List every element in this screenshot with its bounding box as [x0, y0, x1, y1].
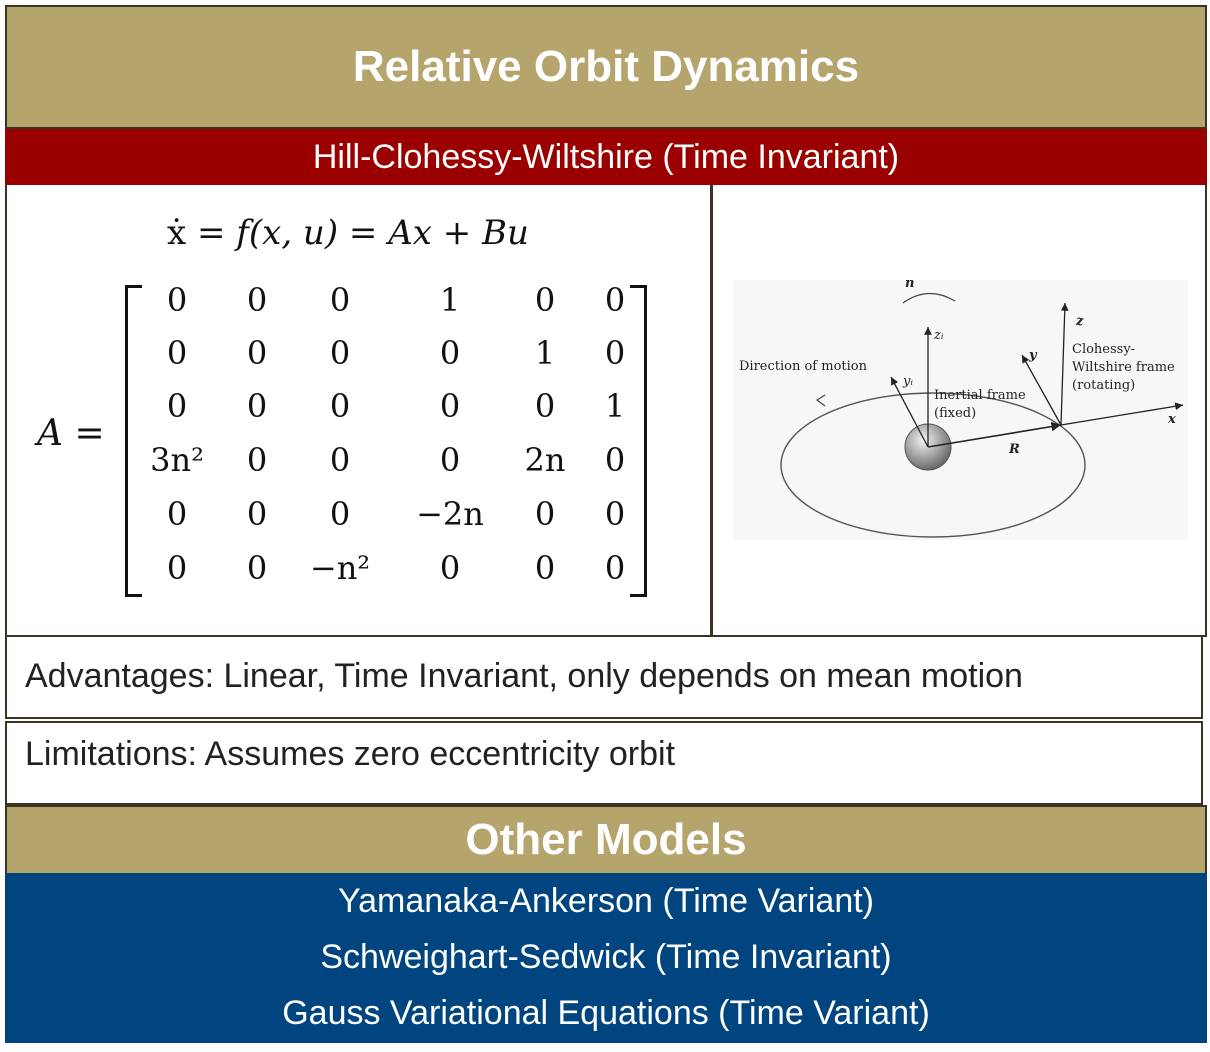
matrix-entry: 0: [604, 281, 626, 319]
matrix-entry: 1: [604, 387, 626, 425]
matrix-entry: 0: [439, 334, 461, 372]
matrix-entry: 0: [246, 495, 268, 533]
matrix-entry: 0: [246, 334, 268, 372]
matrix-entry: 3n²: [150, 441, 204, 479]
z-axis: [1060, 302, 1069, 426]
rotation-arc-icon: [902, 292, 956, 304]
equation-cell: ẋ = f(x, u) = Ax + Bu A = 0 0 0 1 0 0 0 0 0 0 1 0 0 0…: [7, 185, 713, 635]
label-cw-3: (rotating): [1072, 378, 1135, 393]
r-vector: [927, 421, 1062, 448]
matrix-entry: 0: [439, 441, 461, 479]
label-inertial-1: Inertial frame: [934, 388, 1026, 403]
label-direction: Direction of motion: [739, 359, 868, 374]
matrix-entry: −2n: [416, 495, 484, 533]
matrix-entry: 0: [439, 387, 461, 425]
label-y: y: [1028, 348, 1038, 363]
page-title: Relative Orbit Dynamics: [5, 5, 1207, 129]
content-row: ẋ = f(x, u) = Ax + Bu A = 0 0 0 1 0 0 0 0 0 0 1 0 0 0…: [5, 185, 1207, 637]
label-z: z: [1075, 314, 1084, 329]
matrix-entry: 0: [166, 281, 188, 319]
orbit-diagram-cell: n zᵢ Direction of motion yᵢ Inertial fra…: [713, 185, 1205, 635]
orbit-ellipse: [780, 392, 1086, 538]
label-zi: zᵢ: [933, 328, 944, 343]
label-cw-2: Wiltshire frame: [1072, 360, 1175, 375]
state-symbol: ẋ: [167, 213, 187, 253]
orbit-frame-diagram: n zᵢ Direction of motion yᵢ Inertial fra…: [733, 276, 1188, 540]
matrix-entry: 0: [534, 387, 556, 425]
matrix-entry: 0: [166, 549, 188, 587]
yi-axis: [890, 376, 929, 448]
matrix-entry: 0: [329, 387, 351, 425]
matrix-entry: 0: [439, 549, 461, 587]
label-x: x: [1167, 412, 1176, 427]
matrix-entry: 2n: [524, 441, 566, 479]
advantages-text: Advantages: Linear, Time Invariant, only…: [5, 635, 1203, 719]
model-item: Gauss Variational Equations (Time Varian…: [282, 994, 930, 1032]
model-item: Yamanaka-Ankerson (Time Variant): [337, 882, 874, 920]
matrix-entry: 0: [246, 387, 268, 425]
matrix-right-bracket: [630, 285, 647, 597]
matrix-left-bracket: [125, 285, 142, 597]
label-yi: yᵢ: [902, 374, 913, 389]
matrix-entry: 0: [329, 441, 351, 479]
matrix-entry: 0: [534, 495, 556, 533]
matrix-entry: 0: [604, 549, 626, 587]
state-equation: ẋ = f(x, u) = Ax + Bu: [167, 213, 529, 253]
matrix-entry: 0: [604, 334, 626, 372]
matrix-entry: 1: [439, 281, 461, 319]
label-r: R: [1008, 442, 1020, 457]
matrix-entry: 0: [246, 281, 268, 319]
diagram-background: [733, 280, 1188, 540]
matrix-entry: 0: [166, 495, 188, 533]
matrix-entry: 0: [604, 441, 626, 479]
other-models-list: Yamanaka-Ankerson (Time Variant) Schweig…: [5, 873, 1207, 1043]
matrix-entry: 0: [329, 495, 351, 533]
model-subtitle: Hill-Clohessy-Wiltshire (Time Invariant): [5, 129, 1207, 185]
x-axis: [1060, 402, 1184, 426]
model-item: Schweighart-Sedwick (Time Invariant): [320, 938, 892, 976]
matrix-entry: 0: [534, 549, 556, 587]
matrix-entry: 0: [246, 441, 268, 479]
matrix-entry: −n²: [309, 549, 371, 587]
matrix-entry: 0: [604, 495, 626, 533]
matrix-entry: 0: [329, 281, 351, 319]
label-n: n: [905, 276, 914, 291]
matrix-entry: 0: [166, 387, 188, 425]
label-inertial-2: (fixed): [934, 406, 976, 421]
y-axis: [1021, 354, 1062, 426]
matrix-label: A =: [37, 413, 105, 454]
matrix-entry: 0: [329, 334, 351, 372]
label-cw-1: Clohessy-: [1072, 342, 1135, 357]
state-equation-rhs: = f(x, u) = Ax + Bu: [186, 213, 529, 253]
slide: Relative Orbit Dynamics Hill-Clohessy-Wi…: [5, 5, 1207, 1043]
matrix-entry: 0: [246, 549, 268, 587]
limitations-text: Limitations: Assumes zero eccentricity o…: [5, 721, 1203, 805]
motion-arrow-icon: [815, 394, 826, 407]
matrix-name: A: [37, 413, 63, 454]
matrix-entry: 0: [534, 281, 556, 319]
matrix-entry: 1: [534, 334, 556, 372]
other-models-title: Other Models: [5, 805, 1207, 873]
matrix-entry: 0: [166, 334, 188, 372]
